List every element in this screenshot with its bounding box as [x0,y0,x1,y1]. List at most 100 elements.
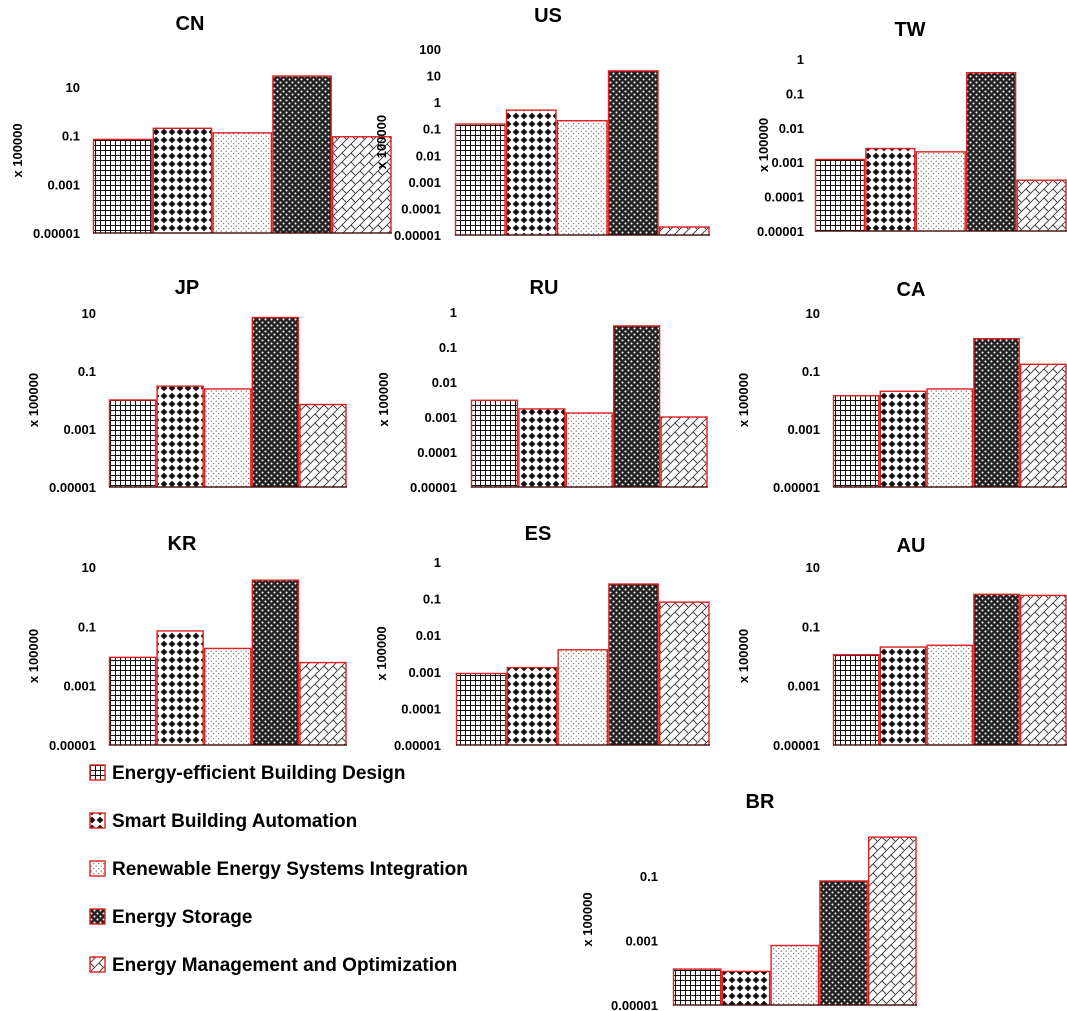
bar-2 [506,666,558,746]
bar-1 [832,654,880,746]
bar-1 [470,399,519,488]
bar-3 [557,649,609,746]
y-axis-label: x 100000 [10,123,25,177]
legend-item-grid: Energy-efficient Building Design [89,763,405,784]
bar-3 [212,132,273,234]
bar-5 [868,836,917,1006]
bar-2 [879,390,927,488]
bar-2 [865,147,916,232]
panel-kr: KR x 100000 0.00001 0.001 0.1 10 [26,533,347,753]
bar-5 [1020,363,1067,488]
panel-title: CN [176,13,205,35]
y-tick-label: 0.00001 [49,738,96,753]
y-tick-label: 0.001 [408,175,441,190]
y-tick-label: 0.1 [802,364,820,379]
bar-5 [332,136,392,234]
bar-1 [108,656,157,746]
legend-item-checker: Energy Storage [89,907,252,928]
bar-2 [879,646,927,746]
legend-swatch [89,812,106,829]
y-axis-label: x 100000 [736,629,751,683]
y-tick-label: 1 [450,305,457,320]
bar-5 [299,661,347,746]
bar-3 [770,944,820,1006]
y-tick-label: 0.001 [63,679,96,694]
y-tick-label: 0.00001 [49,480,96,495]
y-tick-label: 0.00001 [773,738,820,753]
y-tick-label: 0.01 [779,121,804,136]
panel-title: ES [525,523,552,545]
bar-3 [926,644,974,746]
y-tick-label: 0.001 [424,410,457,425]
y-tick-label: 0.1 [423,592,441,607]
legend-label: Energy Storage [112,907,252,928]
panel-title: JP [175,277,199,299]
bar-1 [455,672,507,746]
legend-item-diamond: Smart Building Automation [89,811,357,832]
bar-1 [454,123,506,236]
bar-5 [299,403,347,488]
y-axis-label: x 100000 [374,115,389,169]
panel-title: CA [897,279,926,301]
legend-label: Energy Management and Optimization [112,955,457,976]
bar-4 [966,71,1017,232]
y-tick-label: 10 [66,80,80,95]
y-tick-label: 0.1 [640,869,658,884]
bar-1 [814,158,866,232]
y-tick-label: 0.00001 [394,228,441,243]
panel-ca: CA x 100000 0.00001 0.001 0.1 10 [736,279,1067,495]
bar-3 [203,388,252,488]
y-tick-label: 10 [806,560,820,575]
panel-title: RU [530,277,559,299]
y-axis-label: x 100000 [376,372,391,426]
legend-swatch [89,764,106,781]
bar-1 [672,968,722,1006]
y-tick-label: 0.1 [786,86,804,101]
legend-item-dots: Renewable Energy Systems Integration [89,859,468,880]
y-tick-label: 0.0001 [401,201,441,216]
y-tick-label: 0.001 [625,933,658,948]
bar-5 [659,601,710,746]
y-tick-label: 0.001 [771,155,804,170]
bar-3 [203,647,252,746]
bar-1 [108,399,157,488]
panel-ru: RU x 100000 0.00001 0.0001 0.001 0.01 0.1 1 [376,277,708,495]
legend-swatch [89,860,106,877]
y-axis-label: x 100000 [26,373,41,427]
bar-2 [721,970,771,1006]
legend-item-diag: Energy Management and Optimization [89,955,457,976]
y-axis-label: x 100000 [736,373,751,427]
y-tick-label: 0.001 [787,679,820,694]
y-tick-label: 10 [806,306,820,321]
y-tick-label: 0.00001 [773,480,820,495]
bar-4 [251,316,300,488]
bar-1 [832,395,880,488]
panel-title: US [534,5,562,27]
y-tick-label: 1 [434,555,441,570]
y-axis-label: x 100000 [26,629,41,683]
bar-3 [926,388,974,488]
bar-4 [607,70,659,236]
y-tick-label: 0.1 [439,340,457,355]
y-tick-label: 0.001 [63,422,96,437]
bar-4 [973,593,1020,746]
bar-1 [92,138,153,234]
panel-tw: TW x 100000 0.00001 0.0001 0.001 0.01 0.1 1 [756,19,1067,239]
bar-4 [973,337,1020,488]
bar-4 [608,583,659,746]
bar-2 [156,630,204,746]
bar-2 [518,408,566,488]
y-tick-label: 10 [82,560,96,575]
y-tick-label: 0.1 [423,122,441,137]
panel-title: TW [894,19,925,41]
y-axis-label: x 100000 [580,892,595,946]
y-tick-label: 0.1 [62,129,80,144]
y-tick-label: 0.001 [408,665,441,680]
bar-5 [658,226,710,236]
y-axis-label: x 100000 [756,118,771,172]
bar-2 [505,109,557,236]
y-tick-label: 0.00001 [757,224,804,239]
y-tick-label: 0.001 [47,177,80,192]
panel-title: AU [897,535,926,557]
